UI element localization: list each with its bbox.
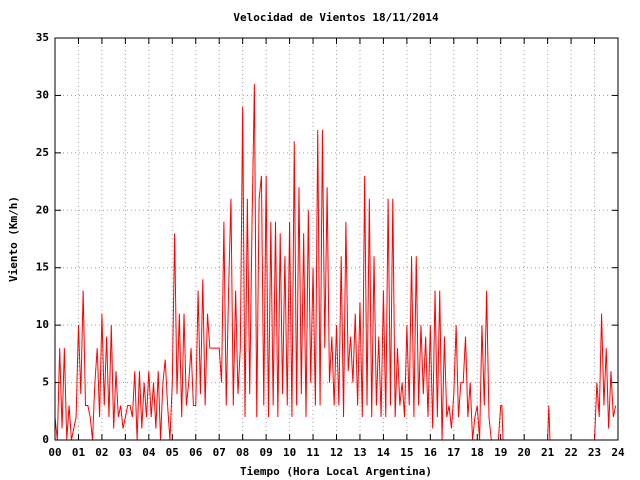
x-tick-label: 12	[330, 446, 343, 459]
data-line	[54, 83, 617, 441]
x-tick-label: 24	[611, 446, 625, 459]
x-tick-label: 03	[119, 446, 132, 459]
chart-title: Velocidad de Vientos 18/11/2014	[233, 11, 439, 24]
y-tick-label: 35	[36, 31, 49, 44]
x-tick-label: 06	[189, 446, 203, 459]
x-tick-label: 01	[72, 446, 86, 459]
x-tick-label: 21	[541, 446, 555, 459]
x-tick-label: 09	[260, 446, 273, 459]
x-tick-label: 19	[494, 446, 507, 459]
x-tick-label: 18	[471, 446, 484, 459]
x-tick-label: 07	[213, 446, 226, 459]
x-tick-label: 14	[377, 446, 391, 459]
x-tick-label: 08	[236, 446, 249, 459]
x-tick-label: 20	[518, 446, 531, 459]
x-tick-label: 04	[142, 446, 156, 459]
x-tick-label: 11	[306, 446, 320, 459]
x-axis-label: Tiempo (Hora Local Argentina)	[240, 465, 432, 478]
x-tick-label: 23	[588, 446, 601, 459]
x-tick-label: 05	[166, 446, 179, 459]
x-tick-label: 02	[95, 446, 108, 459]
y-tick-label: 0	[42, 433, 49, 446]
y-tick-label: 10	[36, 318, 49, 331]
x-tick-label: 22	[564, 446, 577, 459]
plot-frame	[54, 37, 619, 441]
x-tick-label: 15	[400, 446, 413, 459]
x-tick-label: 10	[283, 446, 296, 459]
y-tick-label: 25	[36, 146, 49, 159]
y-tick-label: 5	[42, 376, 49, 389]
x-tick-label: 16	[424, 446, 438, 459]
x-tick-label: 17	[447, 446, 460, 459]
y-tick-label: 20	[36, 203, 49, 216]
y-axis-label: Viento (Km/h)	[7, 196, 20, 282]
x-tick-label: 13	[353, 446, 366, 459]
y-tick-label: 30	[36, 88, 49, 101]
y-tick-label: 15	[36, 261, 49, 274]
x-tick-label: 00	[48, 446, 61, 459]
